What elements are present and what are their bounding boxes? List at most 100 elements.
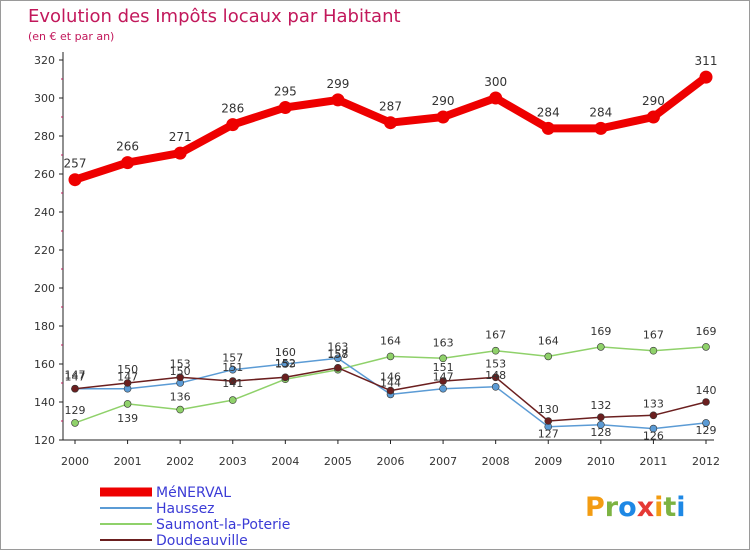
axes: 120 140 160 180 200 220 240 260 280 300 320 2000 200… xyxy=(34,52,720,468)
data-label: 295 xyxy=(274,85,297,99)
legend-label: Haussez xyxy=(156,501,215,517)
data-point xyxy=(597,343,605,351)
logo-letter: x xyxy=(637,492,654,523)
data-label: 157 xyxy=(327,348,348,361)
legend: MéNERVALHaussezSaumont-la-PoterieDoudeau… xyxy=(100,485,290,549)
data-point xyxy=(544,352,553,361)
data-point xyxy=(646,110,660,124)
data-label: 126 xyxy=(643,430,664,443)
y-tick-label: 180 xyxy=(34,320,55,333)
data-point xyxy=(121,156,135,170)
y-tick-label: 280 xyxy=(34,130,55,143)
x-tick-label: 2008 xyxy=(482,455,510,468)
data-label: 266 xyxy=(116,140,139,154)
data-point xyxy=(228,377,237,385)
data-label: 284 xyxy=(589,105,612,119)
series-layer xyxy=(68,70,713,433)
data-point xyxy=(699,70,713,84)
series-2 xyxy=(71,343,710,427)
y-tick-label: 260 xyxy=(34,168,55,181)
data-labels: 257 266 271 286 295 299 287 290 300 284 284 290 311 1… xyxy=(64,54,718,443)
data-point xyxy=(173,146,187,160)
x-tick-label: 2005 xyxy=(324,455,352,468)
data-label: 141 xyxy=(222,377,243,390)
data-label: 287 xyxy=(379,100,402,114)
data-label: 128 xyxy=(590,426,611,439)
legend-label: Saumont-la-Poterie xyxy=(156,517,290,533)
data-label: 151 xyxy=(222,361,243,374)
data-label: 153 xyxy=(275,357,296,370)
data-label: 147 xyxy=(65,371,86,384)
data-label: 133 xyxy=(643,397,664,410)
x-tick-label: 2002 xyxy=(166,455,194,468)
data-label: 132 xyxy=(590,399,611,412)
data-label: 144 xyxy=(380,376,401,389)
data-label: 167 xyxy=(485,329,506,342)
data-point xyxy=(331,93,345,107)
data-label: 147 xyxy=(433,371,454,384)
data-point xyxy=(281,373,290,382)
data-label: 290 xyxy=(642,94,665,108)
y-tick-label: 240 xyxy=(34,206,55,219)
data-label: 127 xyxy=(538,428,559,441)
chart-subtitle: (en € et par an) xyxy=(28,30,114,43)
x-tick-label: 2001 xyxy=(114,455,142,468)
data-label: 129 xyxy=(65,404,86,417)
data-label: 130 xyxy=(538,403,559,416)
data-point xyxy=(123,400,132,408)
data-label: 163 xyxy=(433,336,454,349)
data-point xyxy=(597,413,605,422)
data-label: 152 xyxy=(275,357,296,370)
data-point xyxy=(68,173,82,187)
x-tick-label: 2006 xyxy=(377,455,405,468)
data-label: 257 xyxy=(64,157,87,171)
data-label: 311 xyxy=(695,54,718,68)
data-label: 284 xyxy=(537,105,560,119)
x-tick-label: 2003 xyxy=(219,455,247,468)
data-label: 271 xyxy=(169,130,192,144)
proxiti-logo: Proxiti xyxy=(585,492,686,523)
data-label: 300 xyxy=(484,75,507,89)
data-label: 148 xyxy=(485,369,506,382)
data-label: 164 xyxy=(380,334,401,347)
x-tick-label: 2011 xyxy=(639,455,667,468)
x-tick-label: 2004 xyxy=(271,455,299,468)
data-label: 147 xyxy=(117,371,138,384)
data-point xyxy=(281,360,290,368)
data-point xyxy=(71,419,79,427)
data-point xyxy=(491,382,500,391)
data-label: 169 xyxy=(590,325,611,338)
y-tick-label: 300 xyxy=(34,92,55,105)
data-label: 139 xyxy=(117,412,138,425)
data-label: 150 xyxy=(170,365,191,378)
data-label: 158 xyxy=(327,348,348,361)
x-tick-label: 2010 xyxy=(587,455,615,468)
y-tick-label: 320 xyxy=(34,54,55,67)
data-point xyxy=(123,379,132,387)
data-label: 290 xyxy=(432,94,455,108)
data-point xyxy=(334,354,342,363)
data-label: 157 xyxy=(222,352,243,365)
data-point xyxy=(176,405,184,414)
x-tick-label: 2000 xyxy=(61,455,89,468)
logo-letter: P xyxy=(585,492,605,523)
logo-letter: o xyxy=(618,492,637,523)
data-point xyxy=(71,384,79,393)
logo-letter: r xyxy=(605,492,619,523)
data-point xyxy=(176,373,184,382)
data-label: 146 xyxy=(380,371,401,384)
data-point xyxy=(702,419,710,427)
data-point xyxy=(439,384,447,393)
data-point xyxy=(491,373,500,382)
data-point xyxy=(491,346,500,355)
y-tick-label: 140 xyxy=(34,396,55,409)
data-label: 151 xyxy=(433,361,454,374)
data-label: 153 xyxy=(170,357,191,370)
x-tick-label: 2012 xyxy=(692,455,720,468)
data-point xyxy=(541,121,555,135)
data-label: 160 xyxy=(275,346,296,359)
data-point xyxy=(386,352,395,361)
data-point xyxy=(226,118,240,132)
data-label: 169 xyxy=(696,325,717,338)
